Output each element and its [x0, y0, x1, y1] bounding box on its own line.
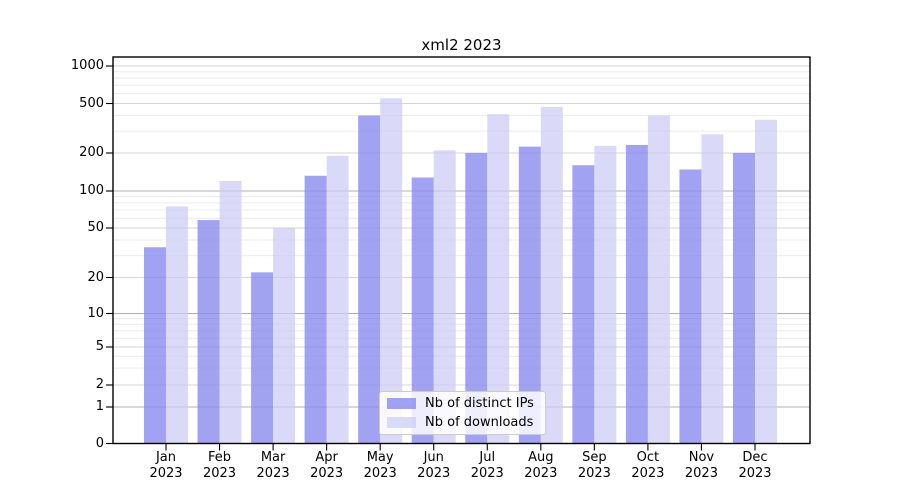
y-tick-label-500: 500: [79, 95, 104, 111]
y-tick-label-10: 10: [87, 305, 104, 321]
axes-frame: [106, 56, 811, 451]
bar-distinct-ips-sep: [572, 165, 595, 444]
bar-distinct-ips-jun: [411, 177, 434, 444]
chart-title: xml2 2023: [421, 36, 502, 54]
x-tick-label-oct: Oct 2023: [631, 450, 665, 481]
bar-downloads-jun: [433, 150, 456, 444]
bar-downloads-sep: [594, 145, 617, 444]
bar-downloads-apr: [326, 155, 349, 444]
y-tick-label-2: 2: [95, 377, 104, 392]
bar-downloads-oct: [647, 115, 670, 444]
bar-distinct-ips-apr: [304, 175, 327, 444]
x-tick-label-nov: Nov 2023: [684, 450, 718, 481]
legend-label-downloads: Nb of downloads: [425, 415, 534, 430]
bar-downloads-feb: [219, 181, 242, 444]
bar-distinct-ips-feb: [197, 220, 220, 444]
legend-swatch-distinct-ips: [387, 398, 416, 409]
bar-distinct-ips-aug: [518, 146, 541, 444]
x-tick-label-may: May 2023: [363, 450, 397, 481]
x-tick-label-feb: Feb 2023: [202, 450, 237, 481]
bar-downloads-mar: [273, 228, 296, 444]
legend-label-distinct-ips: Nb of distinct IPs: [425, 396, 534, 411]
bar-downloads-jan: [166, 206, 188, 444]
x-tick-label-jun: Jun 2023: [417, 450, 451, 481]
bars-group: [144, 98, 777, 444]
y-tick-label-0: 0: [95, 435, 104, 451]
x-tick-label-aug: Aug 2023: [524, 450, 558, 481]
x-tick-label-dec: Dec 2023: [738, 450, 772, 481]
x-tick-label-mar: Mar 2023: [256, 450, 290, 481]
legend: Nb of distinct IPs Nb of downloads: [379, 391, 546, 435]
bar-downloads-aug: [540, 106, 563, 444]
y-tick-label-5: 5: [95, 339, 104, 354]
y-tick-label-1: 1: [95, 399, 104, 414]
bar-distinct-ips-jul: [465, 153, 488, 444]
legend-item-downloads: Nb of downloads: [387, 415, 537, 431]
x-tick-label-sep: Sep 2023: [577, 450, 611, 481]
bar-downloads-dec: [754, 119, 777, 444]
bar-distinct-ips-mar: [251, 272, 274, 444]
x-tick-label-jan: Jan 2023: [149, 450, 183, 481]
y-tick-label-200: 200: [79, 145, 104, 160]
y-tick-label-1000: 1000: [70, 58, 104, 73]
bar-downloads-nov: [701, 134, 724, 444]
bar-distinct-ips-may: [358, 115, 381, 444]
bar-distinct-ips-dec: [732, 153, 755, 444]
bar-distinct-ips-jan: [144, 247, 166, 444]
bar-downloads-may: [380, 98, 403, 444]
legend-swatch-downloads: [387, 417, 416, 428]
legend-item-distinct-ips: Nb of distinct IPs: [387, 396, 537, 412]
x-tick-label-apr: Apr 2023: [310, 450, 344, 481]
x-tick-label-jul: Jul 2023: [470, 450, 504, 481]
y-tick-label-100: 100: [79, 183, 104, 198]
bar-distinct-ips-oct: [625, 144, 648, 444]
bar-downloads-jul: [487, 114, 510, 444]
bar-distinct-ips-nov: [679, 169, 702, 444]
plot-frame: [112, 56, 811, 445]
y-tick-label-50: 50: [87, 220, 104, 235]
y-tick-label-20: 20: [87, 269, 104, 285]
